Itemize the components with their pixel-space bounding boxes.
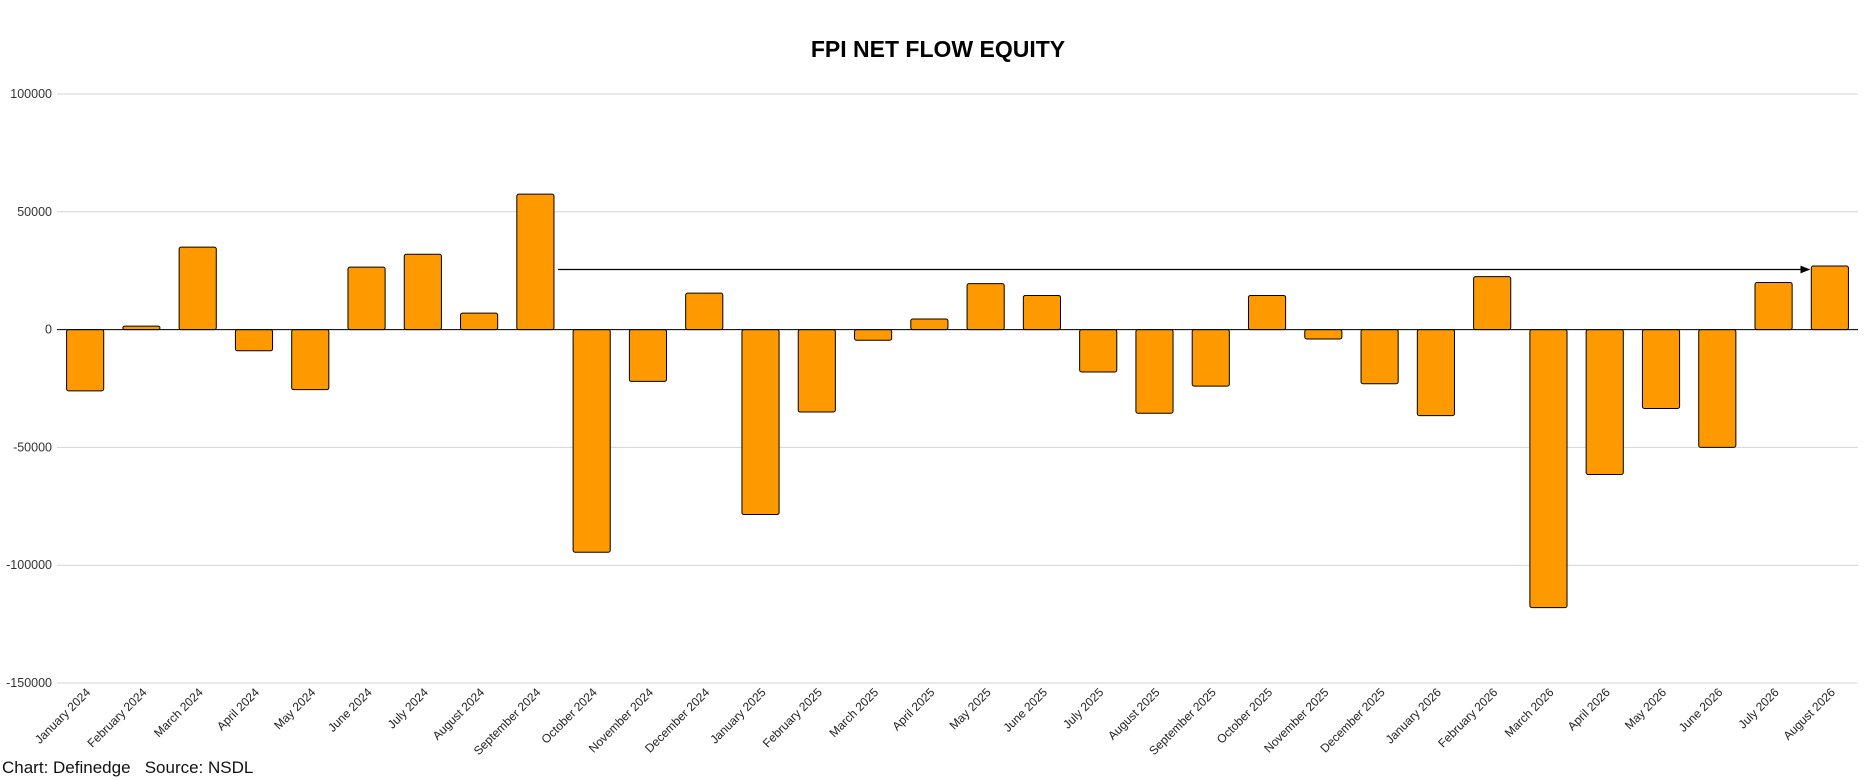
x-tick-label: July 2025 <box>1060 685 1106 731</box>
x-tick-label: March 2026 <box>1502 685 1557 740</box>
bar <box>234 329 274 352</box>
x-tick-label: January 2025 <box>707 685 769 747</box>
chart-title: FPI NET FLOW EQUITY <box>811 36 1065 62</box>
bar <box>516 193 555 331</box>
bar <box>1585 329 1624 475</box>
y-axis: 100000 50000 0 -50000 -100000 -150000 <box>6 87 52 690</box>
y-tick-label: -50000 <box>13 440 52 454</box>
y-tick-label: -150000 <box>6 676 52 690</box>
x-tick-label: June 2024 <box>325 685 375 735</box>
bar <box>854 329 893 341</box>
x-tick-label: April 2026 <box>1565 685 1613 733</box>
x-tick-label: June 2026 <box>1676 685 1726 735</box>
bar <box>1810 265 1849 331</box>
x-tick-label: August 2024 <box>430 685 488 743</box>
x-tick-label: March 2024 <box>151 685 206 740</box>
x-tick-label: May 2025 <box>947 685 994 732</box>
bar <box>1191 329 1230 387</box>
x-tick-label: May 2026 <box>1622 685 1669 732</box>
x-tick-label: January 2026 <box>1383 685 1445 747</box>
bar <box>1135 329 1174 414</box>
bar <box>966 283 1005 331</box>
bar <box>1360 329 1399 385</box>
y-tick-label: 0 <box>45 323 52 337</box>
bar <box>1247 294 1287 331</box>
bar <box>572 329 611 553</box>
bar <box>797 329 836 413</box>
x-tick-label: April 2024 <box>214 685 262 733</box>
x-tick-label: February 2025 <box>760 685 825 750</box>
bar <box>1079 329 1118 373</box>
bar <box>178 246 217 331</box>
bar <box>1416 329 1455 417</box>
bar <box>1022 294 1061 331</box>
x-tick-label: January 2024 <box>32 685 94 747</box>
bar <box>460 312 499 331</box>
bar <box>347 266 386 331</box>
bar <box>1304 329 1343 340</box>
x-tick-label: August 2025 <box>1105 685 1163 743</box>
bar <box>628 329 668 382</box>
bar <box>1473 276 1512 331</box>
x-tick-label: February 2024 <box>84 685 149 750</box>
bar <box>403 253 442 331</box>
x-tick-label: June 2025 <box>1001 685 1051 735</box>
bar <box>291 329 330 391</box>
x-tick-label: March 2025 <box>826 685 881 740</box>
y-tick-label: 100000 <box>10 87 52 101</box>
bar <box>1641 329 1681 410</box>
y-tick-label: 50000 <box>17 205 52 219</box>
y-tick-label: -100000 <box>6 558 52 572</box>
chart-credit: Chart: Definedge Source: NSDL <box>2 758 254 777</box>
bar <box>910 318 949 331</box>
x-tick-label: May 2024 <box>271 685 318 732</box>
x-tick-label: July 2024 <box>385 685 431 731</box>
bars <box>66 193 1849 609</box>
bar <box>1698 329 1737 448</box>
x-tick-label: April 2025 <box>889 685 937 733</box>
x-tick-label: October 2024 <box>538 685 600 747</box>
x-tick-label: August 2026 <box>1780 685 1838 743</box>
x-tick-label: February 2026 <box>1435 685 1500 750</box>
bar <box>741 329 780 516</box>
bar <box>122 325 161 331</box>
bar <box>1754 281 1793 331</box>
bar <box>1529 329 1568 609</box>
bar <box>685 292 724 331</box>
bar <box>66 329 105 392</box>
x-tick-label: July 2026 <box>1735 685 1781 731</box>
x-tick-label: October 2025 <box>1214 685 1276 747</box>
